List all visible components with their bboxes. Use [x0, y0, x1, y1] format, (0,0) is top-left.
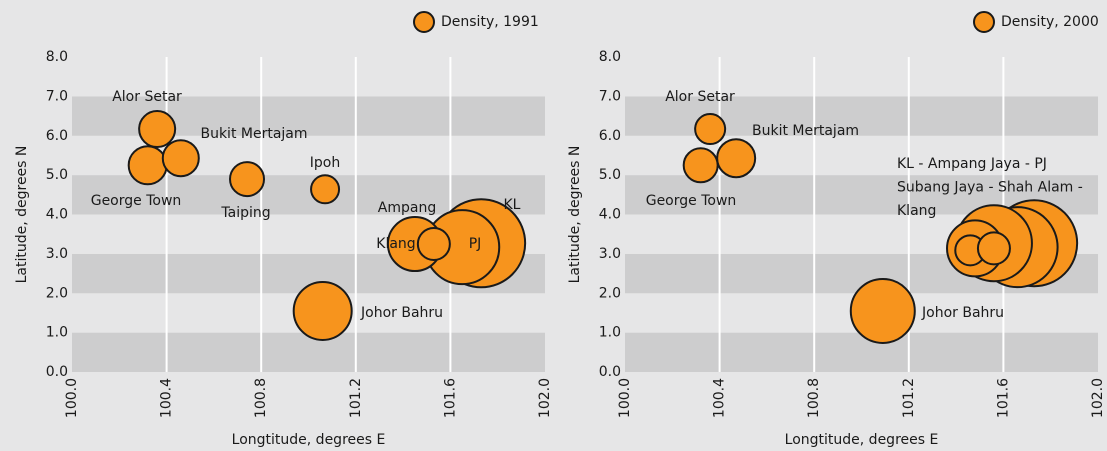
x-tick-label: 101.6 — [442, 378, 458, 418]
annotation: Subang Jaya - Shah Alam - — [897, 180, 1083, 196]
bubble-label: Johor Bahru — [921, 305, 1004, 321]
bubble-label: PJ — [469, 236, 482, 252]
y-tick-label: 4.0 — [46, 207, 68, 223]
bubble-label: Bukit Mertajam — [752, 123, 859, 139]
bubble — [138, 110, 177, 149]
y-tick-label: 6.0 — [599, 128, 621, 144]
bubble-label: KL — [504, 197, 521, 213]
x-tick-label: 100.8 — [806, 378, 822, 418]
y-tick-label: 3.0 — [599, 246, 621, 262]
bubble-label: Ipoh — [310, 155, 340, 171]
legend-marker — [413, 11, 435, 33]
x-tick-label: 100.8 — [253, 378, 269, 418]
y-tick-label: 7.0 — [46, 88, 68, 104]
bubble-label: George Town — [646, 193, 737, 209]
bubble — [229, 161, 266, 198]
y-tick-label: 4.0 — [599, 207, 621, 223]
y-tick-label: 8.0 — [599, 49, 621, 65]
bubble-label: Ampang — [378, 200, 436, 216]
y-tick-label: 7.0 — [599, 88, 621, 104]
bubble-label: Bukit Mertajam — [200, 126, 307, 142]
legend-marker — [973, 11, 995, 33]
bubble-label: Alor Setar — [665, 89, 735, 105]
grid-band — [625, 332, 1098, 372]
bubble-label: Alor Setar — [112, 89, 182, 105]
x-tick-label: 102.0 — [537, 378, 553, 418]
y-axis-title: Latitude, degrees N — [14, 146, 30, 284]
x-tick-label: 100.0 — [617, 378, 633, 418]
bubble-label: Johor Bahru — [360, 305, 443, 321]
x-axis-title: Longtitude, degrees E — [232, 432, 386, 448]
grid-band — [72, 57, 545, 97]
x-tick-label: 102.0 — [1090, 378, 1106, 418]
bubble — [292, 280, 353, 341]
bubble-label: George Town — [91, 193, 182, 209]
x-tick-label: 101.2 — [901, 378, 917, 418]
bubble — [161, 139, 200, 178]
annotation: Klang — [897, 203, 936, 219]
bubble — [416, 227, 451, 262]
y-tick-label: 0.0 — [599, 364, 621, 380]
bubble-label: Klang — [376, 236, 415, 252]
y-tick-label: 0.0 — [46, 364, 68, 380]
bubble — [849, 277, 916, 344]
bubble — [694, 113, 727, 146]
x-tick-label: 100.4 — [159, 378, 175, 418]
x-tick-label: 100.4 — [712, 378, 728, 418]
y-tick-label: 8.0 — [46, 49, 68, 65]
legend-label: Density, 2000 — [1001, 14, 1099, 30]
y-tick-label: 3.0 — [46, 246, 68, 262]
y-tick-label: 1.0 — [599, 325, 621, 341]
bubble — [682, 147, 719, 184]
y-axis-title: Latitude, degrees N — [567, 146, 583, 284]
y-tick-label: 5.0 — [599, 167, 621, 183]
y-tick-label: 6.0 — [46, 128, 68, 144]
x-tick-label: 101.2 — [348, 378, 364, 418]
bubble — [310, 174, 341, 205]
bubble — [716, 138, 757, 179]
y-tick-label: 2.0 — [46, 285, 68, 301]
grid-band — [72, 332, 545, 372]
bubble-label: Taiping — [220, 205, 270, 221]
x-tick-label: 101.6 — [995, 378, 1011, 418]
annotation: KL - Ampang Jaya - PJ — [897, 156, 1047, 172]
y-tick-label: 5.0 — [46, 167, 68, 183]
bubble — [976, 231, 1011, 266]
bubble — [127, 145, 168, 186]
y-tick-label: 2.0 — [599, 285, 621, 301]
grid-band — [625, 57, 1098, 97]
legend-label: Density, 1991 — [441, 14, 539, 30]
x-axis-title: Longtitude, degrees E — [785, 432, 939, 448]
y-tick-label: 1.0 — [46, 325, 68, 341]
x-tick-label: 100.0 — [64, 378, 80, 418]
